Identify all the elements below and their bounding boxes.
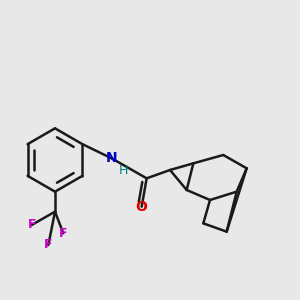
Text: N: N bbox=[106, 151, 118, 165]
Text: F: F bbox=[27, 218, 36, 232]
Text: F: F bbox=[59, 227, 68, 240]
Text: O: O bbox=[136, 200, 148, 214]
Text: F: F bbox=[44, 238, 52, 251]
Text: H: H bbox=[118, 164, 128, 176]
